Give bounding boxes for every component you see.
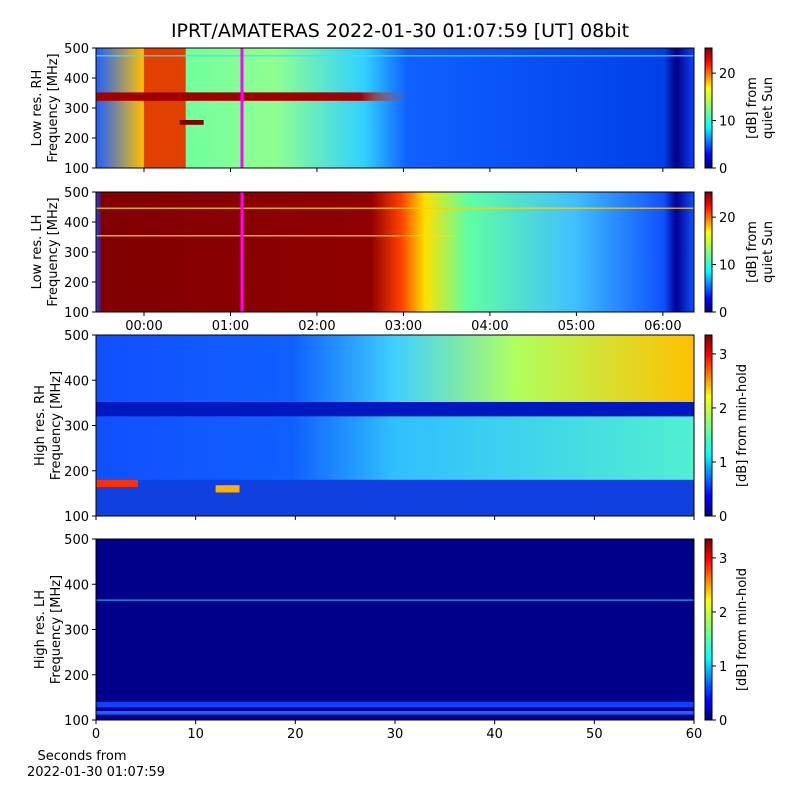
colorbar-tick-label: 20	[719, 211, 736, 226]
colorbar-tick-label: 1	[719, 456, 727, 471]
heatmap-texture	[96, 92, 407, 101]
y-axis-label-line: Frequency [MHz]	[49, 575, 64, 684]
colorbar-label-line: [dB] from	[745, 77, 760, 139]
colorbar-tick-label: 0	[719, 714, 727, 729]
y-tick-label: 200	[64, 276, 89, 291]
y-tick-label: 300	[64, 102, 89, 117]
colorbar-label-line: quiet Sun	[761, 221, 776, 283]
y-tick-label: 200	[64, 465, 89, 480]
y-tick-label: 400	[64, 374, 89, 389]
heatmap-texture	[96, 539, 694, 720]
x-tick-label: 10	[187, 727, 204, 742]
x-tick-label: 00:00	[125, 319, 162, 334]
x-tick-label: 03:00	[385, 319, 422, 334]
colorbar-label-line: [dB] from min-hold	[735, 364, 750, 487]
heatmap-texture	[96, 48, 694, 168]
heatmap-texture	[96, 207, 694, 209]
colorbar	[704, 334, 713, 517]
heatmap-texture	[96, 479, 694, 516]
x-tick-label: 40	[486, 727, 503, 742]
x-tick-label: 02:00	[298, 319, 335, 334]
y-axis-label-line: Frequency [MHz]	[46, 53, 61, 162]
heatmap-texture	[96, 55, 694, 57]
colorbar-label: [dB] fromquiet Sun	[745, 77, 776, 139]
x-tick-label: 05:00	[558, 319, 595, 334]
y-axis-label-line: Frequency [MHz]	[49, 371, 64, 480]
x-tick-label: 20	[287, 727, 304, 742]
title: IPRT/AMATERAS 2022-01-30 01:07:59 [UT] 0…	[171, 20, 629, 42]
y-tick-label: 400	[64, 72, 89, 87]
heatmap-texture	[143, 48, 186, 168]
colorbar-tick-label: 20	[719, 67, 736, 82]
heatmap-texture	[96, 710, 694, 715]
y-tick-label: 300	[64, 246, 89, 261]
colorbar-tick-label: 3	[719, 348, 727, 363]
y-tick-label: 300	[64, 420, 89, 435]
colorbar-tick-label: 0	[719, 306, 727, 321]
heatmap-texture	[96, 401, 694, 417]
x-tick-label: 06:00	[644, 319, 681, 334]
colorbar-tick-label: 0	[719, 162, 727, 177]
heatmap-texture	[96, 335, 694, 402]
y-axis-label-line: Low res. LH	[30, 215, 45, 290]
colorbar-tick-label: 10	[719, 259, 736, 274]
colorbar	[704, 538, 713, 721]
heatmap-texture	[96, 235, 455, 237]
y-tick-label: 100	[64, 162, 89, 177]
y-tick-label: 500	[64, 42, 89, 57]
y-tick-label: 400	[64, 578, 89, 593]
heatmap-texture	[96, 599, 694, 601]
panel: 100 200 300 400 500 High res. RHFrequency [MH…	[33, 329, 750, 525]
colorbar	[704, 47, 713, 169]
y-axis-label-line: Frequency [MHz]	[46, 197, 61, 306]
y-tick-label: 100	[64, 306, 89, 321]
y-tick-label: 100	[64, 510, 89, 525]
heatmap-texture	[96, 479, 138, 488]
heatmap-texture	[215, 485, 240, 493]
x-tick-label: 60	[686, 727, 703, 742]
x-tick-label: 50	[586, 727, 603, 742]
colorbar-label: [dB] from min-hold	[735, 568, 750, 691]
y-axis-label-line: High res. RH	[33, 385, 48, 466]
x-tick-label: 04:00	[471, 319, 508, 334]
colorbar-label: [dB] fromquiet Sun	[745, 221, 776, 283]
colorbar-label: [dB] from min-hold	[735, 364, 750, 487]
colorbar-tick-label: 3	[719, 552, 727, 567]
colorbar-label-line: quiet Sun	[761, 77, 776, 139]
y-tick-label: 500	[64, 533, 89, 548]
y-tick-label: 100	[64, 714, 89, 729]
y-axis-label-line: Low res. RH	[30, 70, 45, 147]
x-tick-label: 0	[92, 727, 100, 742]
colorbar-tick-label: 0	[719, 510, 727, 525]
y-axis-label: Low res. LHFrequency [MHz]	[30, 197, 61, 306]
y-tick-label: 500	[64, 329, 89, 344]
y-axis-label: Low res. RHFrequency [MHz]	[30, 53, 61, 162]
x-axis-label: 2022-01-30 01:07:59	[27, 765, 165, 780]
y-axis-label: High res. RHFrequency [MHz]	[33, 371, 64, 480]
heatmap-texture	[179, 120, 204, 125]
x-tick-label: 01:00	[212, 319, 249, 334]
heatmap-texture	[96, 192, 694, 312]
colorbar-tick-label: 2	[719, 606, 727, 621]
y-axis-label-line: High res. LH	[33, 590, 48, 669]
heatmap-texture	[96, 701, 694, 708]
colorbar-label-line: [dB] from min-hold	[735, 568, 750, 691]
y-tick-label: 200	[64, 132, 89, 147]
colorbar	[704, 191, 713, 313]
x-axis-label: Seconds from	[37, 749, 126, 764]
y-tick-label: 200	[64, 669, 89, 684]
x-tick-label: 30	[387, 727, 404, 742]
y-axis-label: High res. LHFrequency [MHz]	[33, 575, 64, 684]
colorbar-tick-label: 10	[719, 115, 736, 130]
colorbar-tick-label: 2	[719, 402, 727, 417]
y-tick-label: 400	[64, 216, 89, 231]
colorbar-label-line: [dB] from	[745, 221, 760, 283]
y-tick-label: 300	[64, 624, 89, 639]
y-tick-label: 500	[64, 186, 89, 201]
colorbar-tick-label: 1	[719, 660, 727, 675]
